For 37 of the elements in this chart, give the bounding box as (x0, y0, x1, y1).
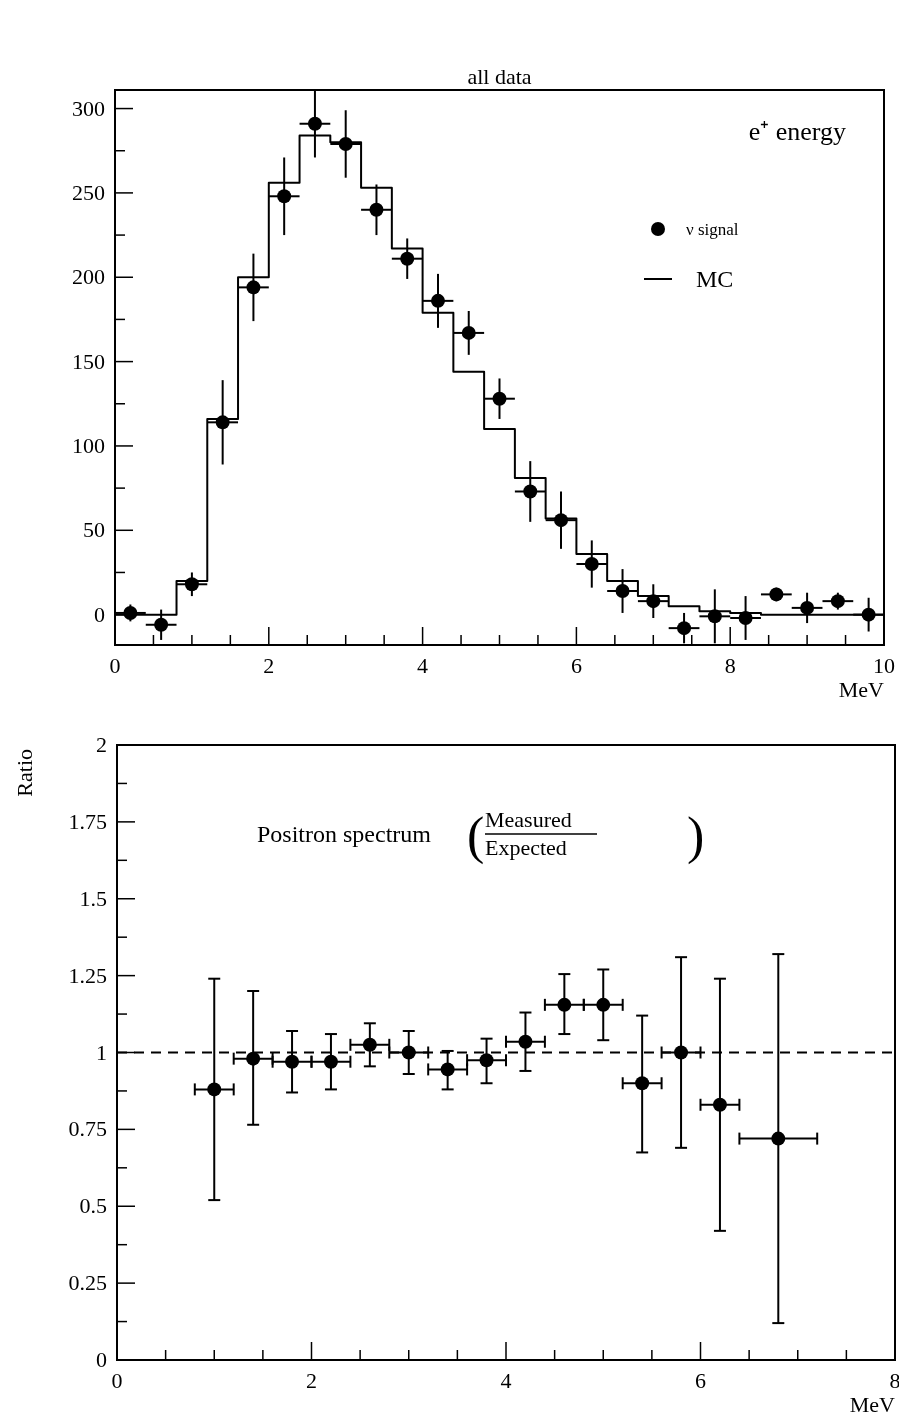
annotation: Positron spectrum (257, 821, 432, 847)
annotation: Expected (485, 835, 567, 860)
x-axis-title: MeV (838, 677, 885, 702)
y-tick-label: 150 (72, 348, 105, 374)
legend-label: ν signal (686, 220, 739, 239)
x-tick-label: 10 (873, 653, 895, 678)
y-tick-label: 1.75 (68, 808, 107, 834)
x-tick-label: 2 (263, 653, 275, 678)
x-axis-title: MeV (849, 1392, 896, 1417)
y-tick-label: 50 (83, 517, 105, 543)
y-tick-label: 0.25 (68, 1270, 107, 1296)
y-tick-label: 1.5 (79, 885, 107, 911)
annotation: ( (467, 807, 485, 865)
annotation: ) (687, 807, 705, 865)
y-tick-label: 300 (72, 95, 105, 121)
y-tick-label: 0 (94, 601, 105, 627)
x-tick-label: 8 (889, 1368, 901, 1393)
x-tick-label: 4 (417, 653, 429, 678)
y-tick-label: 0.5 (79, 1193, 107, 1219)
annotation: e⁺ energy (748, 117, 846, 146)
y-tick-label: 1 (96, 1039, 107, 1065)
legend-label: MC (696, 266, 734, 292)
y-tick-label: 0.75 (68, 1116, 107, 1142)
y-tick-label: 250 (72, 179, 105, 205)
x-tick-label: 6 (695, 1368, 706, 1393)
x-tick-label: 6 (570, 653, 582, 678)
y-tick-label: 0 (96, 1347, 107, 1372)
chart-title: all data (467, 64, 532, 89)
y-tick-label: 2 (96, 732, 107, 757)
x-tick-label: 8 (724, 653, 736, 678)
y-tick-label: 1.25 (68, 962, 107, 988)
x-tick-label: 2 (306, 1368, 317, 1393)
y-tick-label: 200 (72, 264, 105, 290)
x-tick-label: 4 (500, 1368, 512, 1393)
annotation: Measured (485, 807, 572, 832)
y-axis-title: Ratio (12, 749, 37, 797)
y-tick-label: 100 (72, 432, 105, 458)
